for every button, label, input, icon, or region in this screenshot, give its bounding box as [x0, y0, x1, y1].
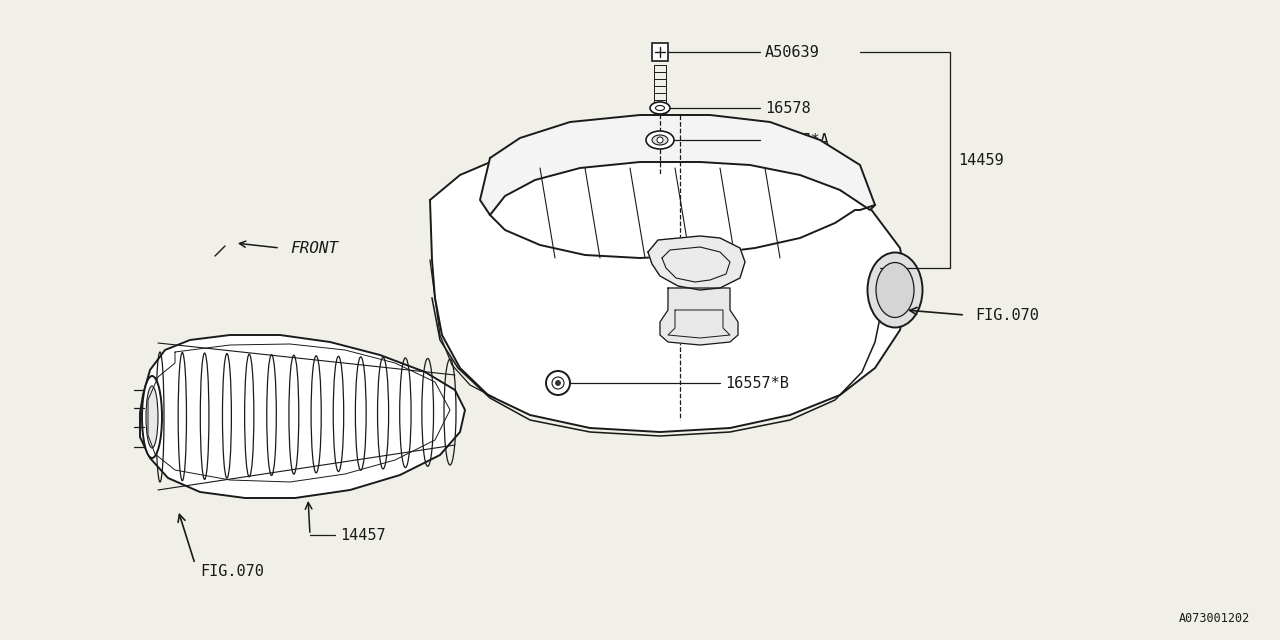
Polygon shape	[648, 236, 745, 290]
Text: FIG.070: FIG.070	[200, 564, 264, 579]
Polygon shape	[660, 288, 739, 345]
Circle shape	[556, 381, 561, 385]
Circle shape	[547, 371, 570, 395]
Text: 14457: 14457	[340, 527, 385, 543]
Ellipse shape	[146, 386, 157, 448]
Ellipse shape	[868, 253, 923, 328]
Polygon shape	[140, 335, 465, 498]
Ellipse shape	[876, 262, 914, 317]
Ellipse shape	[650, 102, 669, 114]
Ellipse shape	[142, 376, 163, 458]
Polygon shape	[480, 115, 876, 215]
Text: 16557*A: 16557*A	[765, 132, 829, 147]
Text: FIG.070: FIG.070	[975, 307, 1039, 323]
Ellipse shape	[646, 131, 675, 149]
Circle shape	[657, 137, 663, 143]
Text: 14459: 14459	[957, 152, 1004, 168]
Text: A073001202: A073001202	[1179, 612, 1251, 625]
Text: 16557*B: 16557*B	[724, 376, 788, 390]
Ellipse shape	[655, 106, 664, 111]
FancyBboxPatch shape	[652, 43, 668, 61]
Text: A50639: A50639	[765, 45, 819, 60]
Ellipse shape	[652, 135, 668, 145]
Text: 16578: 16578	[765, 100, 810, 115]
Text: FRONT: FRONT	[291, 241, 338, 255]
Circle shape	[552, 377, 564, 389]
Polygon shape	[430, 145, 908, 432]
